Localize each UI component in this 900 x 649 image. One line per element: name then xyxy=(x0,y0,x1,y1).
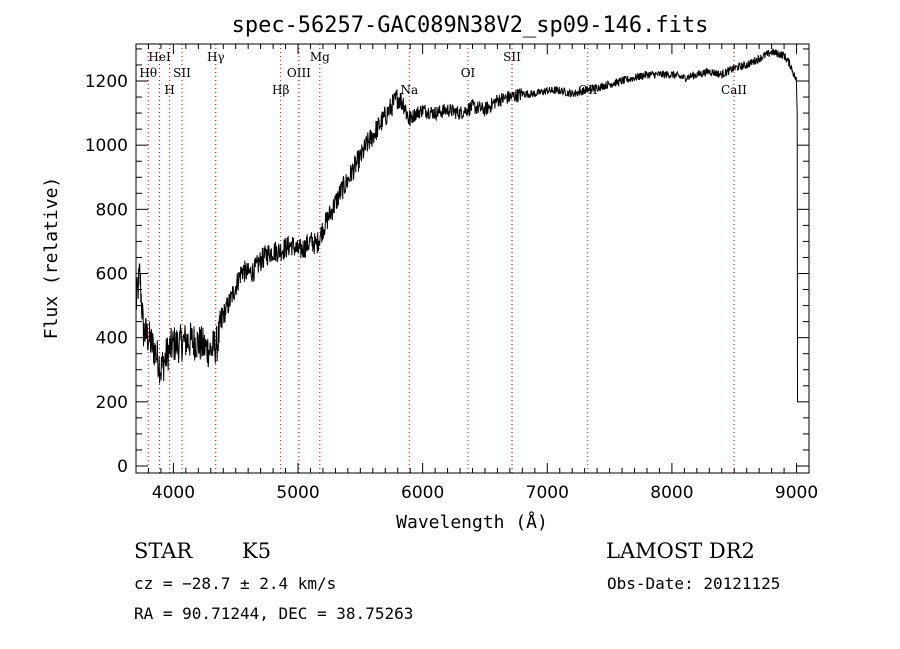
spectral-line-label: SII xyxy=(173,66,191,80)
x-tick-label: 6000 xyxy=(401,483,444,503)
x-tick-label: 9000 xyxy=(775,483,818,503)
spectral-line-label: H xyxy=(164,83,174,97)
y-axis-ticks: 0 200 400 600 800 1000 1200 xyxy=(85,48,809,477)
x-tick-label: 7000 xyxy=(526,483,569,503)
x-tick-label: 5000 xyxy=(276,483,319,503)
spectral-line-label: Hγ xyxy=(207,50,225,64)
x-axis-ticks: 4000 5000 6000 7000 8000 9000 xyxy=(147,44,818,503)
spectral-line-label: OIII xyxy=(287,66,311,80)
chart-title: spec-56257-GAC089N38V2_sp09-146.fits xyxy=(232,13,709,38)
spectral-line-label: OI xyxy=(461,66,476,80)
y-tick-label: 400 xyxy=(96,329,128,349)
y-tick-label: 200 xyxy=(96,393,128,413)
spectral-line-label: HeI xyxy=(148,50,171,64)
plot-frame xyxy=(135,43,810,474)
spectral-line-label: Hβ xyxy=(272,83,289,97)
survey-name: LAMOST DR2 xyxy=(606,539,755,563)
y-tick-label: 600 xyxy=(96,265,128,285)
spectral-line-label: SII xyxy=(503,50,521,64)
obs-date-text: Obs-Date: 20121125 xyxy=(607,574,780,593)
y-tick-label: 1000 xyxy=(85,136,128,156)
y-tick-label: 1200 xyxy=(85,72,128,92)
spectrum-series-line xyxy=(135,48,798,466)
spectral-line-label: Na xyxy=(400,83,418,97)
y-tick-label: 0 xyxy=(117,457,128,477)
coordinates-text: RA = 90.71244, DEC = 38.75263 xyxy=(134,604,413,623)
spectral-line-label: Hθ xyxy=(139,66,157,80)
y-axis-label: Flux (relative) xyxy=(41,177,62,340)
spectral-line-label: Mg xyxy=(310,50,330,64)
x-axis-label: Wavelength (Å) xyxy=(396,511,548,533)
object-subclass: K5 xyxy=(242,539,271,563)
y-tick-label: 800 xyxy=(96,200,128,220)
spectral-line-markers xyxy=(147,44,735,473)
x-tick-label: 8000 xyxy=(650,483,693,503)
redshift-text: cz = −28.7 ± 2.4 km/s xyxy=(134,574,336,593)
object-class: STAR xyxy=(134,539,193,563)
spectral-line-label: CaII xyxy=(721,83,747,97)
x-tick-label: 4000 xyxy=(152,483,195,503)
